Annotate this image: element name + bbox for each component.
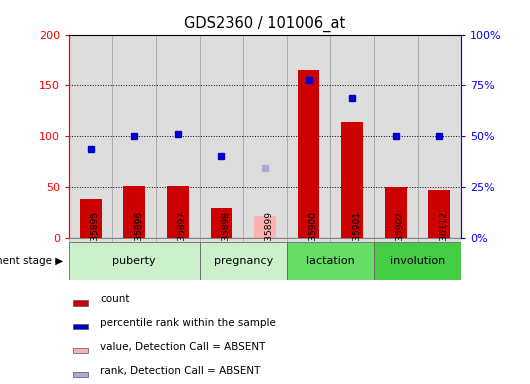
Text: pregnancy: pregnancy — [214, 256, 273, 266]
Text: percentile rank within the sample: percentile rank within the sample — [100, 318, 276, 328]
Bar — [156, 35, 200, 238]
Bar — [210, 207, 232, 238]
Bar — [243, 35, 287, 238]
Text: GSM135896: GSM135896 — [134, 211, 143, 266]
Bar — [200, 35, 243, 238]
Bar — [80, 199, 102, 238]
Bar — [287, 35, 330, 238]
Bar — [374, 35, 418, 238]
Bar — [330, 35, 374, 238]
Bar — [330, 35, 374, 238]
Text: lactation: lactation — [306, 256, 355, 266]
Text: GSM135901: GSM135901 — [352, 211, 361, 266]
Bar — [69, 35, 112, 238]
Text: count: count — [100, 294, 130, 304]
Bar — [200, 238, 243, 242]
Bar — [341, 122, 363, 238]
Text: GSM135895: GSM135895 — [91, 211, 100, 266]
Bar — [112, 35, 156, 238]
Bar — [254, 216, 276, 238]
Bar — [418, 35, 461, 238]
Text: GSM135900: GSM135900 — [308, 211, 317, 266]
Bar — [374, 242, 461, 280]
Bar — [156, 35, 200, 238]
Text: puberty: puberty — [112, 256, 156, 266]
Bar — [156, 238, 200, 242]
Text: GSM135902: GSM135902 — [396, 211, 405, 266]
Bar — [428, 190, 450, 238]
Bar — [73, 372, 88, 377]
Bar — [243, 238, 287, 242]
Text: development stage ▶: development stage ▶ — [0, 256, 64, 266]
Bar — [69, 242, 200, 280]
Text: GSM135899: GSM135899 — [265, 211, 274, 266]
Text: GSM136112: GSM136112 — [439, 211, 448, 266]
Bar — [298, 70, 320, 238]
Bar — [287, 242, 374, 280]
Bar — [167, 186, 189, 238]
Text: involution: involution — [390, 256, 445, 266]
Text: GSM135898: GSM135898 — [222, 211, 231, 266]
Bar — [374, 238, 418, 242]
Bar — [287, 35, 330, 238]
Text: GSM135897: GSM135897 — [178, 211, 187, 266]
Bar — [287, 238, 330, 242]
Bar — [112, 35, 156, 238]
Bar — [123, 186, 145, 238]
Bar — [73, 300, 88, 306]
Bar — [418, 35, 461, 238]
Bar — [69, 238, 112, 242]
Bar — [200, 242, 287, 280]
Text: GDS2360 / 101006_at: GDS2360 / 101006_at — [184, 15, 346, 31]
Bar — [418, 238, 461, 242]
Text: rank, Detection Call = ABSENT: rank, Detection Call = ABSENT — [100, 366, 261, 376]
Bar — [112, 238, 156, 242]
Bar — [374, 35, 418, 238]
Bar — [330, 238, 374, 242]
Text: value, Detection Call = ABSENT: value, Detection Call = ABSENT — [100, 342, 266, 352]
Bar — [385, 187, 407, 238]
Bar — [73, 348, 88, 353]
Bar — [200, 35, 243, 238]
Bar — [69, 35, 112, 238]
Bar — [243, 35, 287, 238]
Bar — [73, 324, 88, 329]
